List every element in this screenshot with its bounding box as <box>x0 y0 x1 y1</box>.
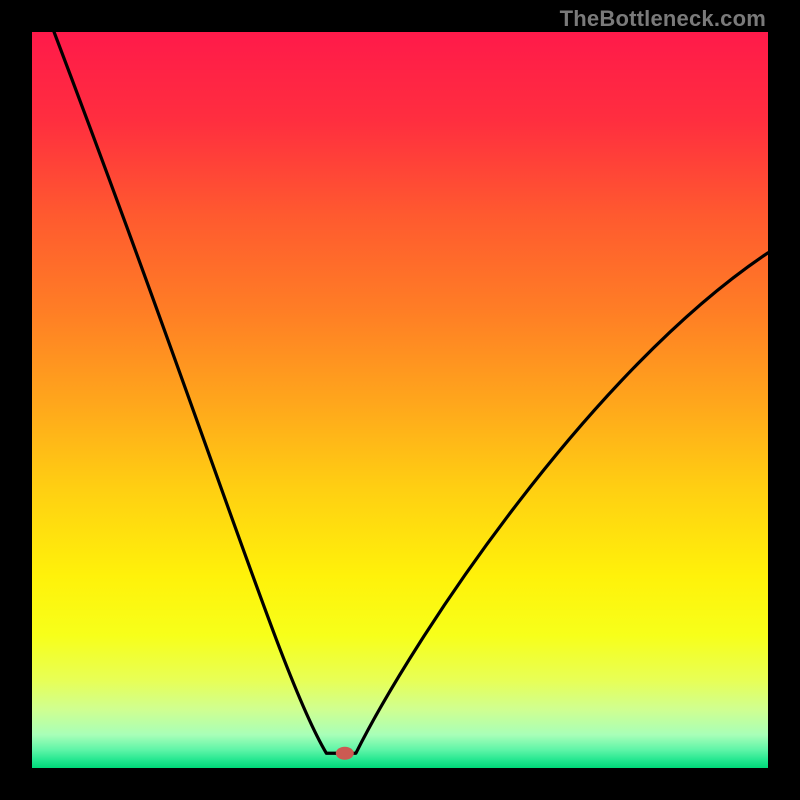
plot-area <box>32 32 768 768</box>
chart-frame: TheBottleneck.com <box>0 0 800 800</box>
minimum-marker <box>336 747 354 760</box>
gradient-background <box>32 32 768 768</box>
watermark-text: TheBottleneck.com <box>560 6 766 32</box>
chart-svg <box>32 32 768 768</box>
